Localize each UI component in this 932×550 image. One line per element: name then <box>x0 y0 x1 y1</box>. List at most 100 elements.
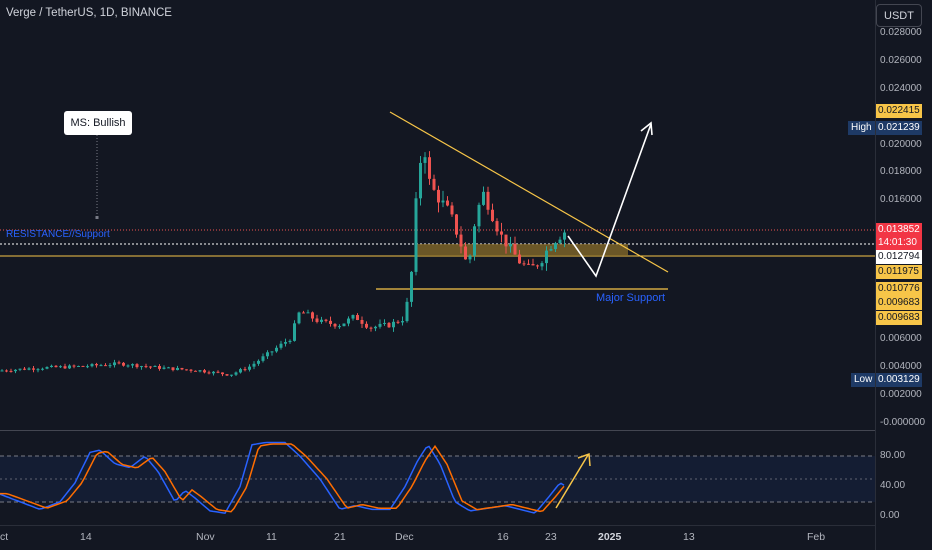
candle-body <box>563 232 566 240</box>
projection-arrow-path <box>567 123 652 278</box>
major-support-label[interactable]: Major Support <box>596 292 666 304</box>
candle-body <box>392 321 395 328</box>
oscillator-label: 0.00 <box>880 510 900 521</box>
candle-body <box>288 340 292 343</box>
candle-body <box>324 319 328 321</box>
candle-body <box>522 263 526 265</box>
candle-body <box>414 198 418 272</box>
candle-body <box>248 366 251 370</box>
oscillator-label: 80.00 <box>880 450 906 461</box>
candle-body <box>126 365 130 367</box>
candle-body <box>491 209 494 222</box>
resistance-support-label[interactable]: RESISTANCE//Support <box>6 229 110 240</box>
candle-body <box>464 246 467 260</box>
candle-body <box>540 263 544 267</box>
candle-body <box>153 365 157 367</box>
candle-body <box>176 367 179 371</box>
price-label: 0.020000 <box>880 139 922 150</box>
candle-body <box>243 369 247 371</box>
candle-body <box>45 367 49 369</box>
candle-body <box>279 343 283 348</box>
candle-body <box>194 370 197 372</box>
price-label: 0.024000 <box>880 83 922 94</box>
candle-body <box>387 322 391 328</box>
candle-body <box>117 362 121 364</box>
candle-body <box>99 365 103 367</box>
candle-body <box>432 178 436 190</box>
candle-body <box>68 365 71 369</box>
candle-body <box>383 322 386 324</box>
price-label: 0.016000 <box>880 194 922 205</box>
time-label: 21 <box>334 531 346 543</box>
candle-body <box>239 369 242 373</box>
current-price-tag: 0.013852 <box>876 223 922 237</box>
candle-body <box>9 370 13 372</box>
oscillator-arrow-path <box>555 454 589 509</box>
candle-body <box>293 323 296 341</box>
candle-body <box>230 374 233 376</box>
candle-body <box>113 362 116 366</box>
candle-body <box>513 243 517 255</box>
candle-body <box>59 366 62 368</box>
candle-body <box>509 243 512 247</box>
candle-body <box>81 365 85 367</box>
candle-body <box>558 239 562 244</box>
price-tag-yellow: 0.010776 <box>876 282 922 296</box>
time-label: Dec <box>395 531 414 543</box>
price-tag-yellow: 0.011975 <box>876 265 922 279</box>
candle-body <box>315 318 319 322</box>
price-tag-yellow: 0.009683 <box>876 311 922 325</box>
candle-body <box>333 323 337 327</box>
price-tag-yellow: 0.009683 <box>876 296 922 310</box>
candle-body <box>212 371 215 374</box>
candle-body <box>468 255 472 260</box>
candle-body <box>495 221 499 232</box>
candle-body <box>338 326 341 328</box>
oscillator-arrow-head <box>577 452 591 467</box>
ms-anchor <box>95 216 99 219</box>
candle-body <box>261 356 265 361</box>
price-label: -0.000000 <box>880 417 926 428</box>
candle-body <box>32 368 35 370</box>
low-label: Low <box>851 373 876 387</box>
candle-body <box>284 342 287 344</box>
white-line-tag: 0.012794 <box>876 250 922 264</box>
candle-body <box>0 370 4 372</box>
candle-body <box>441 200 445 203</box>
quote-currency-button[interactable]: USDT <box>876 4 922 27</box>
candle-body <box>311 312 314 319</box>
candle-body <box>374 326 377 329</box>
price-tag-yellow: 0.022415 <box>876 104 922 118</box>
stoch-d-line <box>0 443 565 513</box>
candle-body <box>23 368 26 370</box>
candle-body <box>450 205 454 215</box>
candle-body <box>189 369 193 371</box>
candle-body <box>86 366 89 368</box>
candle-body <box>320 319 323 322</box>
candle-body <box>347 318 350 324</box>
descending-trendline <box>389 111 669 273</box>
candle-body <box>171 367 175 371</box>
candle-body <box>527 263 530 265</box>
low-price-tag: 0.003129 <box>876 373 922 387</box>
ms-bullish-note[interactable]: MS: Bullish <box>64 111 132 135</box>
candle-body <box>90 364 94 367</box>
candle-body <box>351 315 355 319</box>
candle-body <box>549 249 553 251</box>
high-price-tag: 0.021239 <box>876 121 922 135</box>
high-label: High <box>848 121 875 135</box>
candle-body <box>203 370 206 373</box>
candle-body <box>180 367 184 370</box>
time-label: ct <box>0 531 9 543</box>
time-label: 14 <box>80 531 92 543</box>
time-label: Nov <box>196 531 215 543</box>
candle-body <box>149 366 152 368</box>
candle-body <box>41 368 44 370</box>
candle-body <box>482 191 485 205</box>
candle-body <box>342 323 346 327</box>
candle-body <box>531 263 535 266</box>
candle-body <box>396 321 400 323</box>
candle-body <box>216 371 220 373</box>
candle-body <box>77 365 80 367</box>
